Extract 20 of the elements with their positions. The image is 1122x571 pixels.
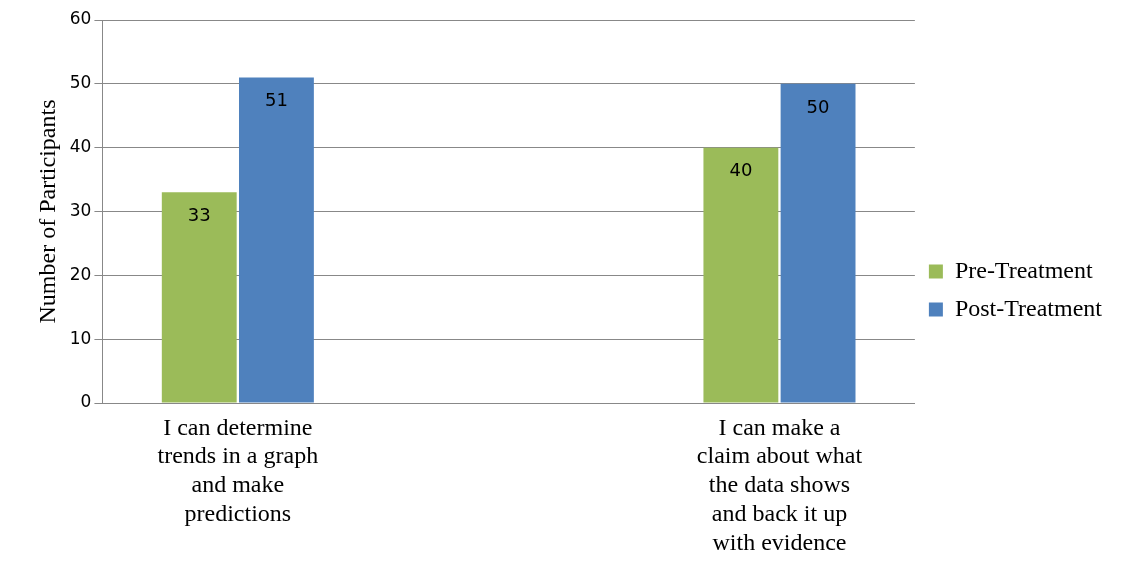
- y-tick-label: 30: [69, 199, 92, 220]
- y-tick-label: 50: [69, 72, 92, 93]
- y-tick-label: 10: [69, 327, 92, 348]
- bar: [703, 147, 779, 403]
- x-tick-label: I can make a claim about what the data shows and back it up with evidence: [696, 413, 863, 555]
- data-label: 50: [806, 95, 830, 117]
- bar: [239, 77, 314, 403]
- y-axis-title: Number of Participants: [33, 99, 60, 324]
- x-tick-label: I can determine trends in a graph and make predictions: [157, 413, 319, 527]
- y-tick-label: 20: [69, 263, 92, 284]
- data-label: 33: [187, 204, 211, 226]
- legend-label: Post-Treatment: [954, 294, 1103, 321]
- y-tick-label: 60: [69, 8, 92, 29]
- data-label: 51: [264, 89, 288, 111]
- legend-label: Pre-Treatment: [954, 256, 1093, 283]
- bar: [780, 83, 856, 403]
- y-tick-label: 40: [69, 136, 92, 157]
- bar: [161, 192, 237, 403]
- data-label: 40: [729, 159, 753, 181]
- y-tick-label: 0: [80, 391, 92, 412]
